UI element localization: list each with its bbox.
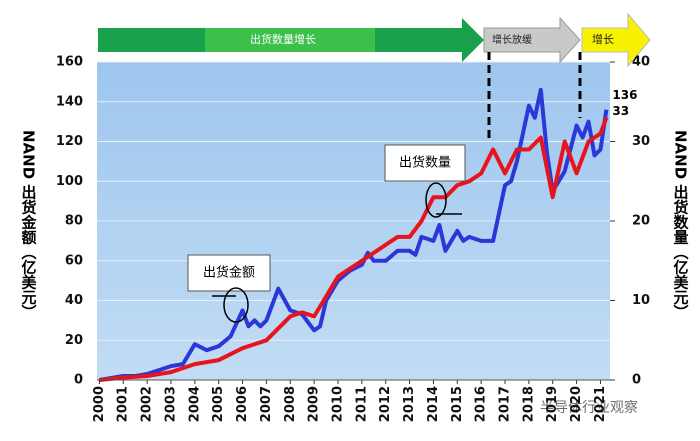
- stage-label: 增长: [592, 32, 614, 46]
- x-tick-label: 2002: [140, 386, 155, 422]
- y2-tick-label: 20: [632, 214, 650, 229]
- series-line: [99, 87, 609, 382]
- y-tick-label: 20: [65, 333, 83, 348]
- x-tick-label: 2000: [92, 386, 107, 422]
- y2-tick-label: 30: [632, 134, 650, 149]
- x-tick-label: 2003: [163, 386, 178, 422]
- y2-axis-label: NAND 出货数量（亿美元）: [672, 130, 690, 319]
- y-tick-label: 60: [65, 253, 83, 268]
- y2-tick-label: 0: [632, 373, 641, 388]
- x-tick-label: 2021: [593, 386, 608, 422]
- x-tick-label: 2018: [521, 386, 536, 422]
- stage-label: 出货数量增长: [250, 32, 316, 46]
- watermark: 半导体行业观察: [540, 399, 638, 416]
- x-tick-label: 2014: [426, 386, 441, 422]
- y2-tick-label: 10: [632, 293, 650, 308]
- x-tick-label: 2010: [330, 386, 345, 422]
- y-tick-label: 80: [65, 214, 83, 229]
- x-tick-label: 2015: [450, 386, 465, 422]
- stage-label: 增长放缓: [492, 33, 532, 46]
- y-tick-label: 160: [56, 55, 83, 70]
- x-tick-label: 2012: [378, 386, 393, 422]
- x-tick-label: 2019: [545, 386, 560, 422]
- y-tick-label: 140: [56, 94, 83, 109]
- callout-ring: [425, 182, 447, 218]
- y-tick-label: 0: [74, 373, 83, 388]
- y-tick-label: 120: [56, 134, 83, 149]
- callout-ring: [223, 287, 249, 323]
- y-tick-label: 100: [56, 174, 83, 189]
- callout-box: [384, 144, 466, 182]
- y-axis-label: NAND 出货金额（亿美元）: [20, 130, 38, 319]
- x-tick-label: 2016: [474, 386, 489, 422]
- x-tick-label: 2013: [402, 386, 417, 422]
- callout: 出货金额: [203, 265, 255, 281]
- stage-arrow: [581, 12, 651, 68]
- end-value-label: 136: [612, 88, 637, 102]
- x-tick-label: 2011: [354, 386, 369, 422]
- x-tick-label: 2004: [187, 386, 202, 422]
- x-tick-label: 2017: [498, 386, 513, 422]
- x-tick-label: 2006: [235, 386, 250, 422]
- x-tick-label: 2007: [259, 386, 274, 422]
- x-tick-label: 2005: [211, 386, 226, 422]
- x-tick-label: 2001: [116, 386, 131, 422]
- y2-tick-label: 40: [632, 55, 650, 70]
- series-line: [99, 117, 609, 382]
- x-tick-label: 2008: [283, 386, 298, 422]
- x-tick-label: 2009: [307, 386, 322, 422]
- end-value-label: 33: [612, 104, 629, 118]
- callout: 出货数量: [399, 155, 451, 171]
- stage-arrow: [483, 16, 581, 64]
- y-tick-label: 40: [65, 293, 83, 308]
- stage-arrow-highlight: [205, 28, 375, 52]
- x-tick-label: 2020: [569, 386, 584, 422]
